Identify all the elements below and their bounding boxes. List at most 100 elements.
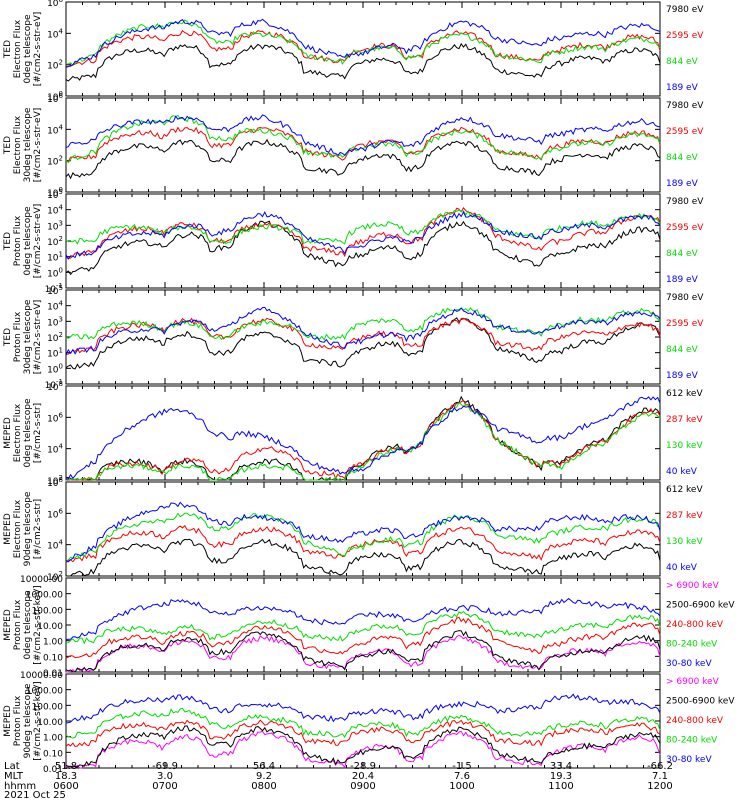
y-tick-label: 1000.00 (26, 687, 63, 697)
y-axis-label: MEPEDProton Flux0deg telescope[#/cm2-s-s… (3, 585, 43, 664)
series-line-blue (65, 306, 661, 356)
legend-entry: 7980 eV (666, 101, 704, 111)
legend-entry: 844 eV (666, 345, 699, 355)
legend-entry: 844 eV (666, 57, 699, 67)
panel-frame (65, 481, 661, 577)
footer-hhmm-value: 1000 (449, 781, 474, 792)
series-line-black (65, 630, 661, 673)
y-axis-label: TEDElectron Flux30deg telescope[#/cm2-s-… (3, 107, 43, 182)
legend-entry: 612 keV (666, 485, 703, 495)
legend-entry: 287 keV (666, 511, 703, 521)
panel-7: 0.010.101.0010.00100.001000.0010000.00ME… (3, 575, 735, 679)
series-line-blue (65, 114, 661, 157)
y-tick-label: 104 (47, 27, 63, 40)
y-tick-label: 102 (47, 331, 63, 344)
legend-entry: 240-800 keV (666, 716, 724, 726)
legend-entry: 189 eV (666, 275, 699, 285)
y-tick-label: 0.10 (43, 749, 63, 759)
footer-hhmm-value: 0800 (251, 781, 276, 792)
series-line-black (66, 538, 661, 577)
y-tick-label: 100.00 (32, 606, 64, 616)
footer-mlt-value: 19.3 (550, 771, 572, 782)
legend-entry: 287 keV (666, 415, 703, 425)
y-tick-label: 0.01 (43, 765, 63, 775)
panel-frame (65, 97, 661, 193)
panel-8: 0.01 0.10 1.00 10.00 100.00 1000.00 10000.00ME… (3, 671, 735, 775)
panel-2: 100 102 104 106 TEDElectron Flux30deg telesc… (3, 92, 704, 199)
y-tick-label: 1000.00 (26, 591, 63, 601)
y-tick-label: 104 (47, 123, 63, 136)
footer-mlt-value: 18.3 (55, 771, 77, 782)
y-tick-label: 102 (47, 570, 63, 583)
series-line-red (65, 126, 661, 163)
y-tick-label: 105 (47, 284, 63, 297)
y-tick-label: 106 (47, 507, 63, 520)
y-tick-label: 100.00 (32, 702, 64, 712)
y-tick-label: 10-1 (45, 378, 63, 391)
legend-entry: 30-80 keV (666, 755, 712, 765)
footer-lat-value: -66.2 (647, 761, 673, 772)
y-tick-label: 104 (47, 204, 63, 217)
footer-lat-value: -1.5 (452, 761, 472, 772)
panel-5: 102 104 106 108 MEPEDElectron Flux0deg teles… (3, 380, 703, 487)
y-tick-label: 103 (47, 315, 63, 328)
legend-entry: 40 keV (666, 563, 698, 573)
series-line-blue (65, 693, 661, 724)
legend-entry: 30-80 keV (666, 659, 712, 669)
legend-entry: 844 eV (666, 153, 699, 163)
footer-hhmm-value: 0600 (53, 781, 78, 792)
footer-lat-value: 56.4 (253, 761, 275, 772)
footer-lat-value: -28.9 (350, 761, 376, 772)
y-tick-label: 100 (47, 266, 63, 279)
y-tick-label: 104 (47, 539, 63, 552)
y-axis-label: TEDElectron Flux0deg telescope[#/cm2-s-s… (3, 12, 43, 87)
series-line-red (65, 207, 661, 259)
panel-frame (65, 289, 661, 385)
series-line-blue (65, 501, 661, 563)
footer-mlt-value: 20.4 (352, 771, 374, 782)
series-line-black (65, 42, 661, 82)
footer-row-label: Lat (4, 761, 20, 772)
footer-hhmm-value: 1200 (647, 781, 672, 792)
y-tick-label: 102 (47, 155, 63, 168)
footer-lat-value: 33.4 (550, 761, 572, 772)
panel-4: 10-1 100 101 102 103 104 105 TEDProton Flux30de… (3, 284, 704, 391)
legend-entry: 130 keV (666, 441, 703, 451)
series-line-red (65, 616, 661, 659)
y-tick-label: 1.00 (43, 734, 63, 744)
y-tick-label: 0.01 (43, 669, 63, 679)
series-line-blue (65, 597, 661, 641)
legend-entry: > 6900 keV (666, 581, 720, 591)
y-tick-label: 1.00 (43, 638, 63, 648)
y-tick-label: 10000.00 (20, 671, 63, 681)
footer-hhmm-value: 0900 (350, 781, 375, 792)
legend-entry: 7980 eV (666, 5, 704, 15)
series-line-green (65, 209, 661, 245)
legend-entry: 2595 eV (666, 223, 704, 233)
y-tick-label: 101 (47, 347, 63, 360)
legend-entry: 2595 eV (666, 319, 704, 329)
y-tick-label: 108 (47, 380, 63, 393)
y-tick-label: 104 (47, 443, 63, 456)
series-line-red (66, 29, 661, 67)
series-line-black (65, 138, 661, 180)
legend-entry: 844 eV (666, 249, 699, 259)
footer-hhmm-value: 0700 (152, 781, 177, 792)
footer-mlt-value: 9.2 (256, 771, 272, 782)
panel-frame (65, 1, 661, 97)
series-line-red (65, 524, 661, 564)
legend-entry: 130 keV (666, 537, 703, 547)
y-tick-label: 104 (47, 300, 63, 313)
y-tick-label: 106 (47, 411, 63, 424)
y-tick-label: 105 (47, 188, 63, 201)
series-line-green (65, 512, 661, 562)
footer-lat-value: 51.8 (55, 761, 77, 772)
series-line-red (65, 719, 661, 748)
footer-row-label: MLT (4, 771, 24, 782)
y-tick-label: 102 (47, 59, 63, 72)
y-axis-label: TEDProton Flux30deg telescope[#/cm2-s-st… (3, 299, 43, 374)
legend-entry: 2500-6900 keV (666, 697, 735, 707)
series-line-black (65, 317, 661, 370)
